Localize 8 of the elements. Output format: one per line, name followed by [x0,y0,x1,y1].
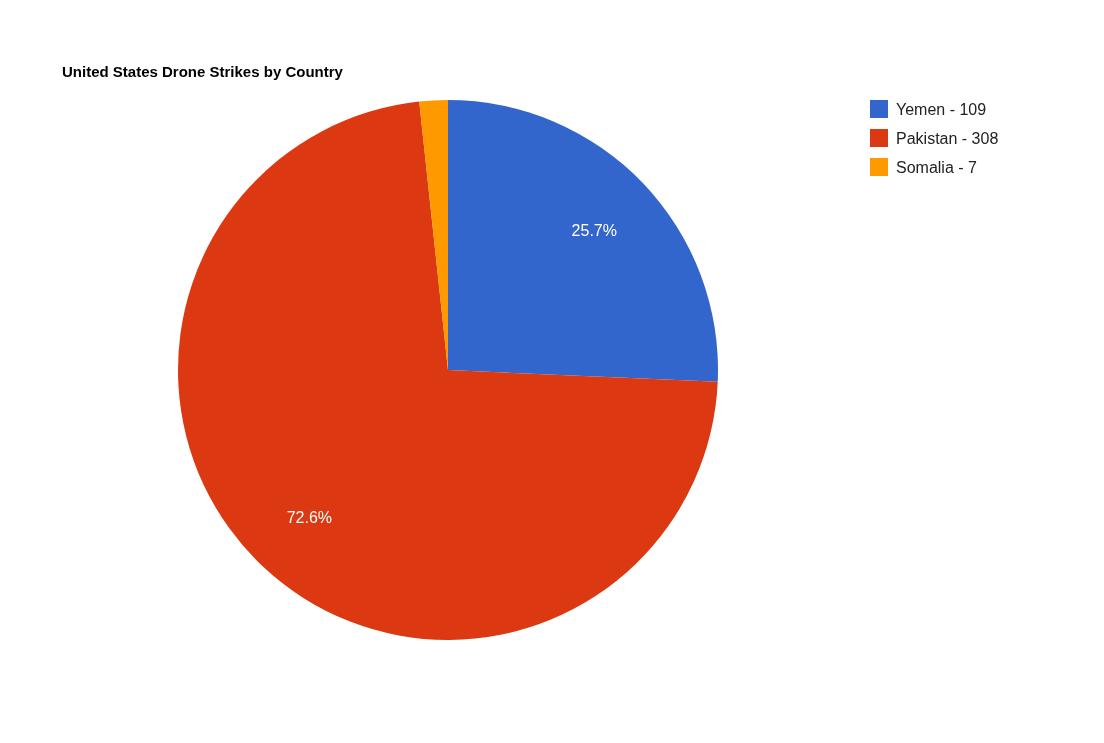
chart-title: United States Drone Strikes by Country [62,63,344,80]
legend-label: Pakistan - 308 [896,129,999,147]
legend-label: Somalia - 7 [896,158,978,176]
pie-slice [178,101,718,640]
pie-slice [448,100,718,382]
legend-label: Yemen - 109 [896,100,987,118]
data-label: 25.7% [571,221,617,239]
data-label: 72.6% [286,509,333,527]
